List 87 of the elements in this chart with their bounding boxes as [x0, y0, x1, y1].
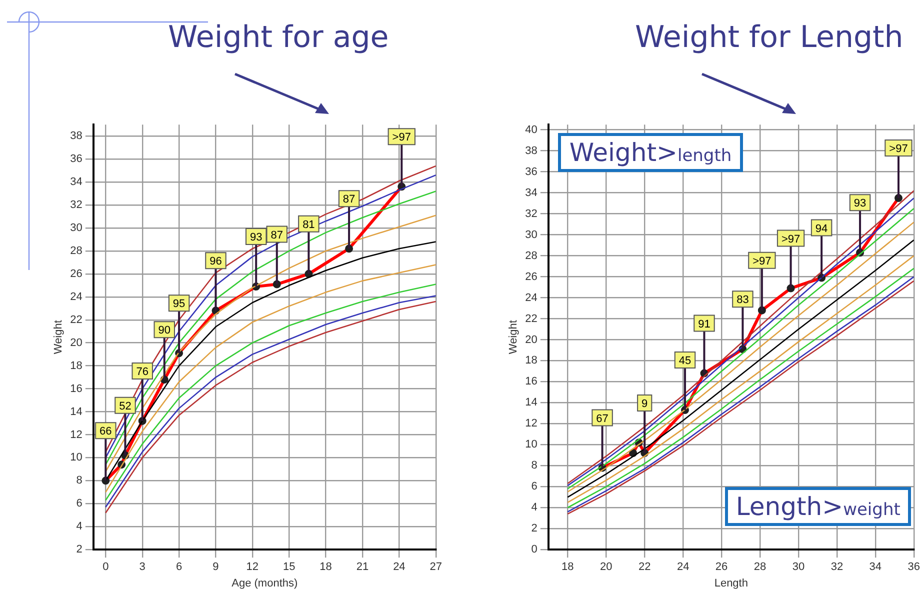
annotation: 93	[854, 198, 866, 210]
y-tick-label: 20	[525, 334, 538, 346]
x-tick-label: 9	[212, 561, 219, 574]
x-tick-label: 27	[430, 561, 442, 574]
y-tick-label: 32	[70, 199, 82, 212]
y-tick-label: 8	[76, 474, 82, 487]
x-tick-label: 24	[676, 561, 690, 574]
annotation: 90	[158, 324, 170, 337]
y-tick-label: 40	[525, 124, 538, 136]
annotation: 52	[119, 400, 132, 412]
y-tick-label: 32	[525, 208, 538, 220]
y-tick-label: 22	[525, 312, 538, 325]
y-tick-label: 30	[525, 228, 538, 241]
y-tick-label: 8	[531, 460, 538, 472]
y-tick-label: 18	[525, 354, 538, 367]
chart-title: Weight for Length	[635, 20, 904, 55]
x-tick-label: 15	[282, 561, 296, 574]
x-tick-label: 26	[715, 561, 728, 574]
annotation: 95	[172, 298, 186, 310]
y-axis-title: Weight	[508, 320, 520, 354]
y-tick-label: 38	[70, 130, 82, 142]
y-tick-label: 26	[525, 270, 538, 283]
x-tick-label: 20	[600, 561, 612, 574]
annotation: >97	[889, 143, 908, 156]
y-tick-label: 6	[531, 480, 538, 493]
x-tick-label: 3	[139, 561, 146, 574]
x-tick-label: 34	[869, 561, 882, 574]
y-tick-label: 36	[70, 153, 82, 166]
annotation: 93	[250, 232, 262, 244]
x-tick-label: 0	[102, 561, 109, 574]
y-tick-label: 4	[531, 502, 538, 514]
annotation: 66	[100, 426, 112, 438]
annotation: >97	[392, 132, 411, 144]
annotation: 76	[136, 366, 148, 378]
x-tick-label: 18	[320, 561, 332, 574]
annotation: 94	[815, 222, 828, 235]
y-tick-label: 6	[76, 498, 82, 510]
annotation: 45	[678, 355, 692, 368]
y-tick-label: 36	[525, 166, 538, 178]
y-tick-label: 14	[70, 406, 82, 418]
y-tick-label: 24	[70, 290, 82, 303]
y-tick-label: 34	[525, 186, 538, 199]
y-tick-label: 30	[70, 222, 82, 234]
chart-title: Weight for age	[168, 20, 389, 55]
y-tick-label: 4	[76, 520, 82, 533]
annotation: >97	[781, 233, 800, 246]
y-tick-label: 18	[70, 360, 82, 372]
x-tick-label: 30	[792, 561, 805, 574]
x-tick-label: 32	[830, 561, 844, 574]
y-tick-label: 0	[531, 544, 538, 556]
annotation: 96	[210, 256, 222, 268]
annotation: 91	[698, 318, 710, 330]
annotation: 81	[302, 218, 315, 231]
y-tick-label: 10	[70, 452, 82, 464]
x-axis-title: Age (months)	[232, 577, 298, 590]
y-tick-label: 14	[525, 396, 538, 409]
y-tick-label: 16	[525, 376, 538, 388]
y-axis-title: Weight	[52, 320, 65, 354]
y-tick-label: 16	[70, 382, 82, 395]
y-tick-label: 28	[70, 244, 82, 257]
annotation: 87	[270, 229, 284, 242]
y-tick-label: 12	[525, 418, 538, 430]
y-tick-label: 28	[525, 250, 538, 262]
y-tick-label: 12	[70, 428, 82, 441]
y-tick-label: 2	[531, 522, 538, 535]
annotation: 67	[596, 412, 608, 425]
y-tick-label: 38	[525, 144, 538, 157]
y-tick-label: 22	[70, 314, 82, 326]
x-tick-label: 18	[562, 561, 574, 574]
x-tick-label: 21	[356, 561, 369, 574]
y-tick-label: 10	[525, 438, 538, 451]
annotation: >97	[752, 255, 772, 268]
y-tick-label: 2	[76, 544, 82, 556]
x-tick-label: 6	[176, 561, 182, 574]
x-tick-label: 36	[908, 561, 920, 574]
x-tick-label: 22	[638, 561, 651, 574]
x-axis-title: Length	[714, 577, 748, 590]
y-tick-label: 24	[525, 292, 538, 304]
annotation: 87	[342, 194, 356, 206]
y-tick-label: 20	[70, 336, 82, 349]
y-tick-label: 34	[70, 176, 82, 188]
y-tick-label: 26	[70, 268, 82, 280]
x-tick-label: 28	[754, 561, 766, 574]
annotation: 83	[736, 294, 749, 306]
x-tick-label: 24	[393, 561, 406, 574]
annotation: 9	[642, 398, 648, 410]
x-tick-label: 12	[246, 561, 259, 574]
